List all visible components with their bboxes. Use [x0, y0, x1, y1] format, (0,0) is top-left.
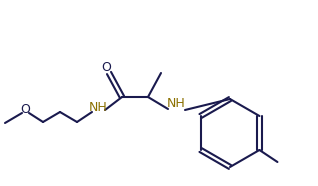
Text: O: O: [101, 60, 111, 73]
Text: NH: NH: [89, 100, 107, 113]
Text: O: O: [20, 102, 30, 116]
Text: NH: NH: [167, 97, 185, 110]
